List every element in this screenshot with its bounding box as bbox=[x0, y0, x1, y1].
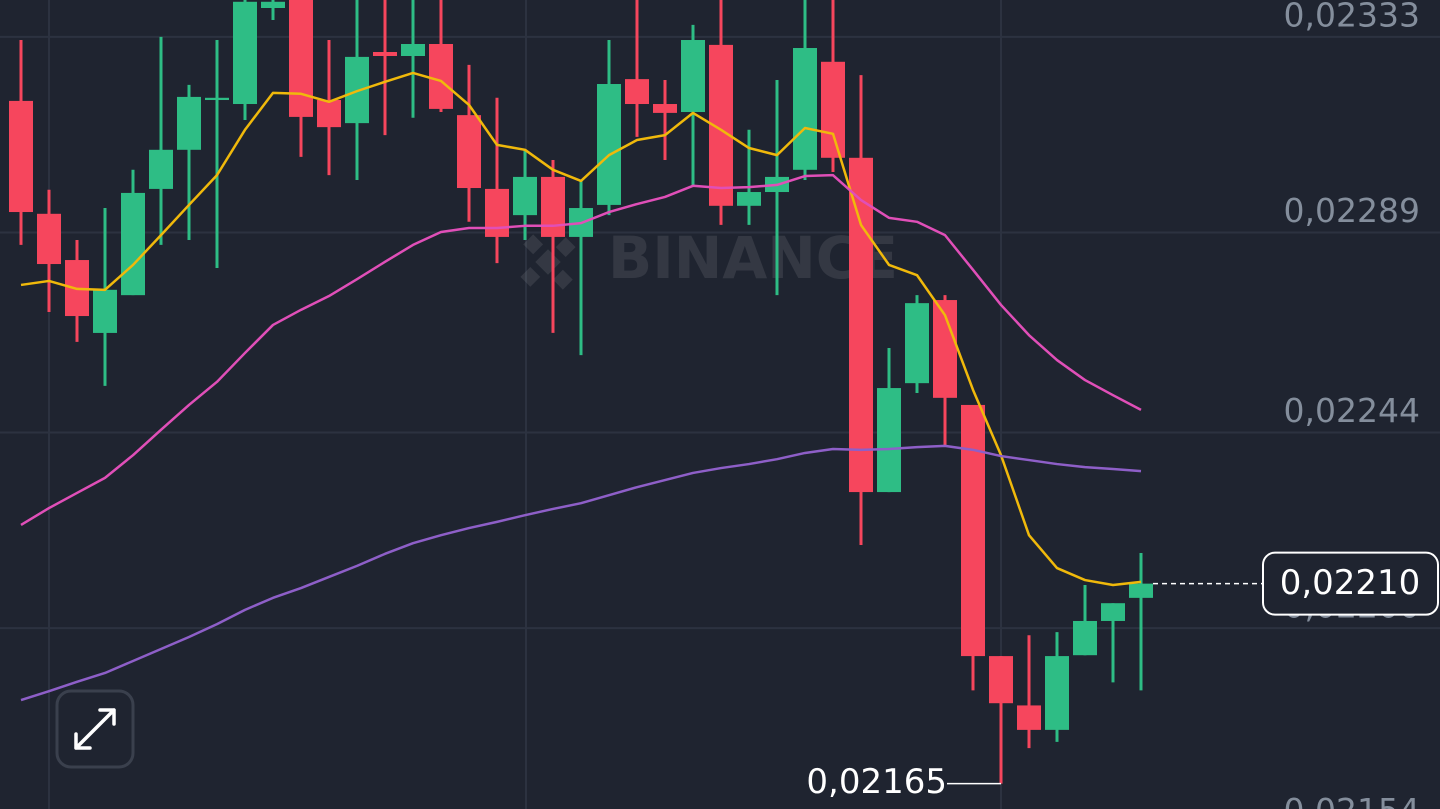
moving-average-line bbox=[20, 444, 1142, 702]
y-tick-label: 0,02154 bbox=[1284, 791, 1420, 809]
y-tick-label: 0,02289 bbox=[1284, 191, 1420, 230]
candle-body bbox=[401, 44, 425, 57]
candle-body bbox=[457, 115, 481, 189]
candle-body bbox=[961, 404, 985, 657]
candle-body bbox=[373, 52, 397, 57]
candle-body bbox=[1073, 620, 1097, 656]
candle-body bbox=[1129, 583, 1153, 598]
y-tick-label: 0,02333 bbox=[1284, 0, 1420, 34]
candle-body bbox=[233, 1, 257, 105]
candle-body bbox=[317, 100, 341, 128]
candle-body bbox=[877, 388, 901, 493]
moving-average-line bbox=[20, 173, 1142, 527]
candle-body bbox=[485, 188, 509, 237]
plot-layer bbox=[9, 0, 1153, 784]
candle-body bbox=[793, 48, 817, 170]
candle-body bbox=[597, 84, 621, 205]
candle-body bbox=[625, 79, 649, 105]
candle-body bbox=[821, 61, 845, 158]
candle-body bbox=[541, 176, 565, 237]
candle-body bbox=[1017, 705, 1041, 730]
last-price-box bbox=[1262, 551, 1439, 616]
candle-body bbox=[1045, 656, 1069, 730]
candle-body bbox=[989, 656, 1013, 704]
expand-button[interactable] bbox=[55, 689, 135, 769]
candle-body bbox=[93, 289, 117, 333]
candle-body bbox=[513, 176, 537, 216]
candle-body bbox=[37, 213, 61, 265]
candle-body bbox=[205, 97, 229, 101]
candle-body bbox=[261, 1, 285, 9]
candle-body bbox=[9, 100, 33, 213]
expand-icon[interactable] bbox=[74, 708, 116, 750]
low-marker-label: 0,02165 bbox=[806, 762, 947, 802]
last-price-label: 0,02210 bbox=[1280, 563, 1421, 603]
candle-body bbox=[737, 192, 761, 206]
candle-body bbox=[681, 40, 705, 113]
candle-body bbox=[177, 96, 201, 150]
candle-body bbox=[121, 192, 145, 296]
candle-body bbox=[149, 149, 173, 189]
candle-body bbox=[653, 104, 677, 113]
candle-body bbox=[849, 157, 873, 493]
candle-body bbox=[1101, 603, 1125, 621]
overlay-layer: 0,023330,022890,022440,022000,021540,022… bbox=[806, 0, 1439, 809]
y-tick-label: 0,02244 bbox=[1284, 391, 1420, 430]
candle-body bbox=[905, 303, 929, 384]
candle-body bbox=[429, 44, 453, 109]
moving-average-line bbox=[20, 71, 1142, 587]
candle-body bbox=[289, 0, 313, 117]
